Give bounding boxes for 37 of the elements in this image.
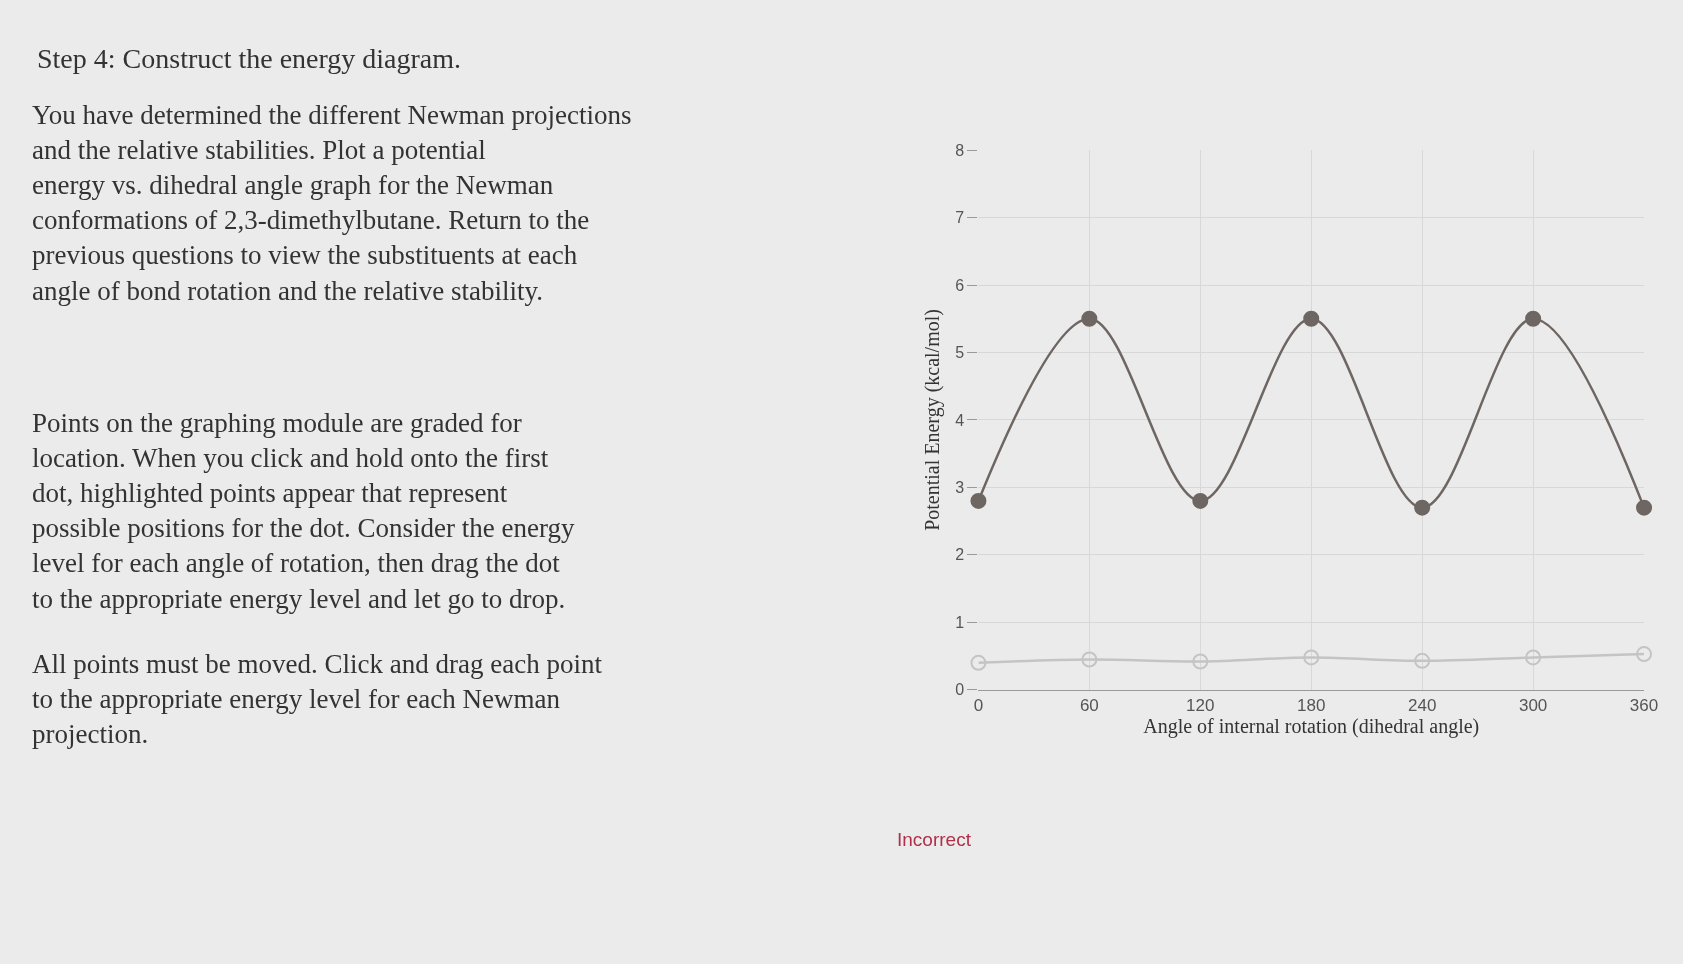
point xyxy=(1525,310,1542,327)
point xyxy=(1525,649,1542,666)
point xyxy=(1192,653,1209,670)
x-tick-label: 360 xyxy=(1629,696,1659,716)
y-tick-label: 7 xyxy=(955,209,965,227)
point xyxy=(1081,651,1098,668)
point xyxy=(1303,649,1320,666)
y-axis-title: Potential Energy (kcal/mol) xyxy=(920,309,944,531)
y-tick-label: 0 xyxy=(955,681,965,699)
y-tick-label: 6 xyxy=(955,276,965,294)
text: You have determined the different Newman projections and the relative stabilities. Plot a potential energy vs. dihedral angle graph for the Newman conformations of 2,3-dimethylbutane. Return to the previous questions to view the substituents at each angle of bond rotation and the relative stability. xyxy=(32,100,632,306)
x-tick-label: 240 xyxy=(1407,696,1437,716)
point xyxy=(1081,310,1098,327)
point xyxy=(1636,646,1653,663)
point xyxy=(1636,499,1653,516)
text: Incorrect xyxy=(897,829,972,850)
y-tick-label: 3 xyxy=(955,479,965,497)
text: All points must be moved. Click and drag each point to the appropriate energy level for each Newman projection. xyxy=(32,649,603,750)
y-tick-label: 2 xyxy=(955,546,965,564)
y-tick-label: 5 xyxy=(955,344,965,362)
y-tick-label: 4 xyxy=(955,411,965,429)
text: Points on the graphing module are graded for location. When you click and hold onto the first dot, highlighted points appear that represent possible positions for the dot. Consider the energy level for each angle of rotation, then drag the dot to the appropriate energy level and let go to drop. xyxy=(32,408,575,614)
x-axis-title: Angle of internal rotation (dihedral angle) xyxy=(1143,715,1480,739)
x-tick-label: 60 xyxy=(1079,696,1099,716)
x-tick-label: 300 xyxy=(1518,696,1548,716)
point xyxy=(970,492,987,509)
x-tick-label: 0 xyxy=(973,696,984,716)
point xyxy=(1414,652,1431,669)
text: Step 4: Construct the energy diagram. xyxy=(37,43,462,74)
x-tick-label: 180 xyxy=(1297,696,1326,716)
point xyxy=(1192,492,1209,509)
point xyxy=(1414,499,1431,516)
point xyxy=(1303,310,1320,327)
point xyxy=(970,654,987,671)
x-tick-label: 120 xyxy=(1186,696,1215,716)
y-tick-label: 8 xyxy=(955,141,965,159)
y-tick-label: 1 xyxy=(955,613,965,631)
